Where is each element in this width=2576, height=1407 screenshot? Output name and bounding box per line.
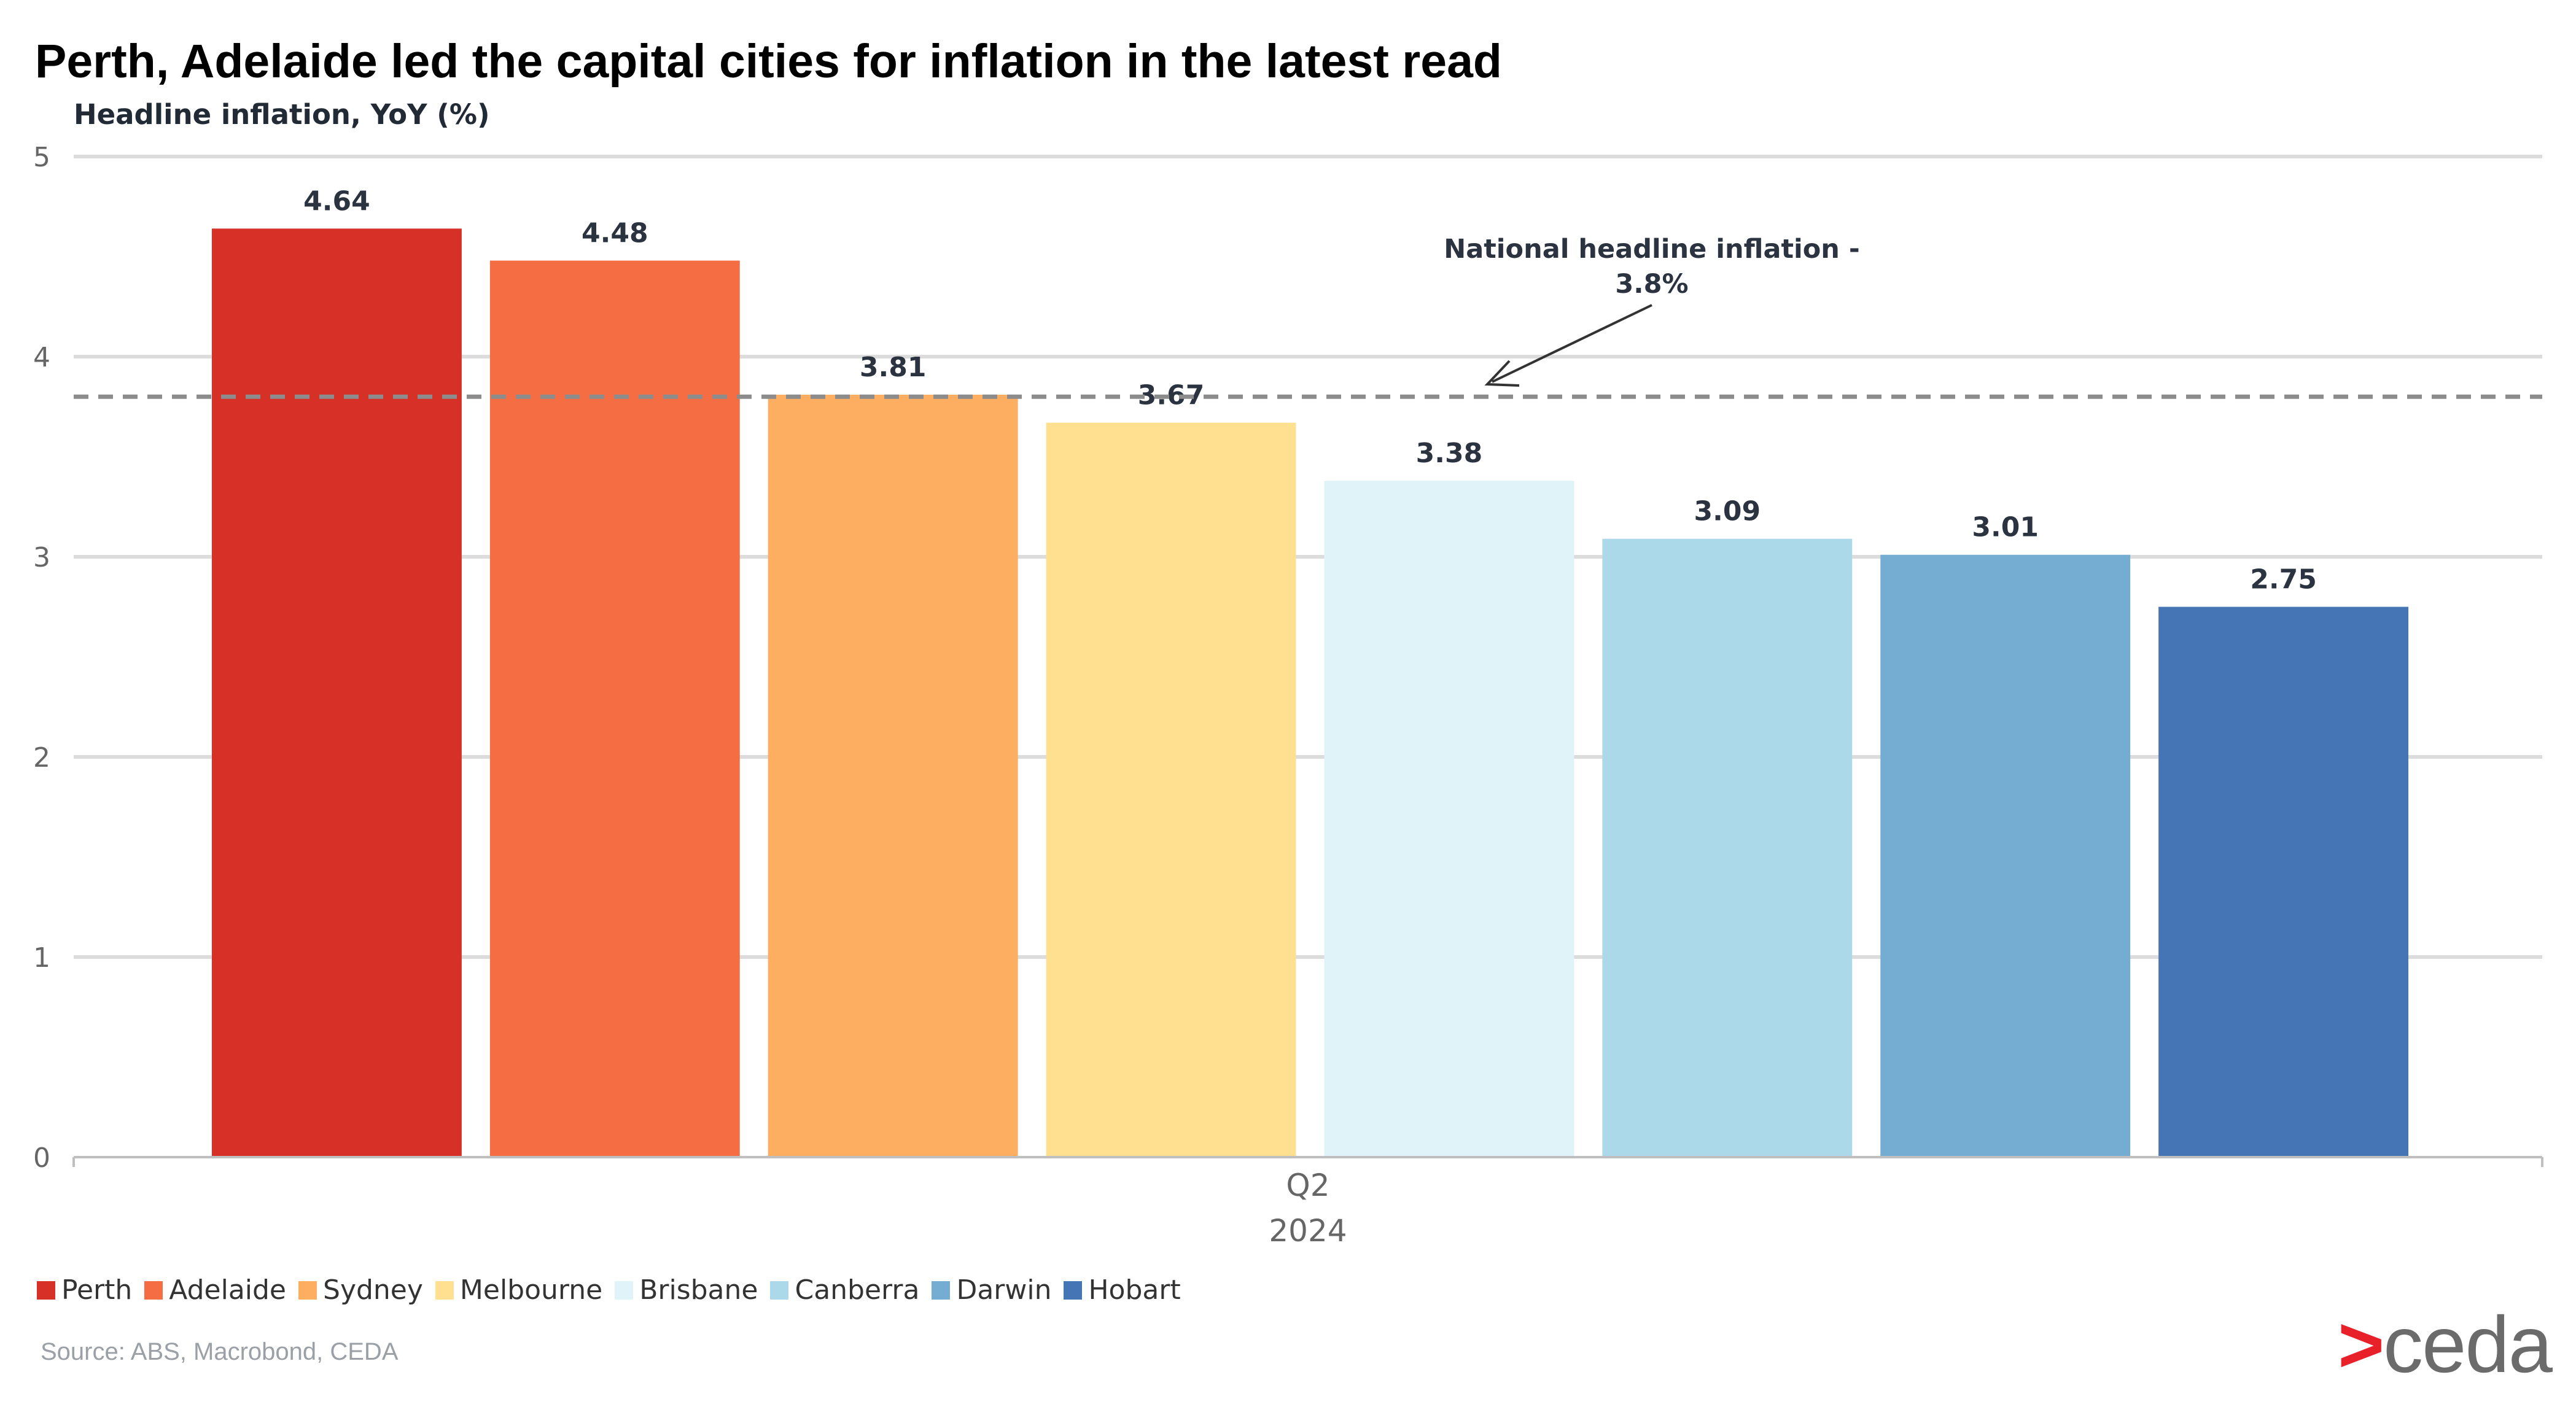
legend-swatch [770, 1281, 789, 1300]
legend-item-brisbane: Brisbane [615, 1274, 758, 1306]
bar-value-label: 3.38 [1416, 438, 1483, 469]
legend-item-adelaide: Adelaide [144, 1274, 286, 1306]
bar-melbourne [1046, 422, 1296, 1157]
y-tick-label: 0 [33, 1142, 50, 1174]
legend-label: Adelaide [169, 1274, 287, 1306]
bar-darwin [1880, 554, 2131, 1157]
bar-value-label: 4.48 [582, 218, 648, 249]
bar-hobart [2158, 607, 2408, 1157]
y-tick-label: 2 [33, 742, 50, 773]
source-note: Source: ABS, Macrobond, CEDA [41, 1338, 399, 1365]
legend-item-canberra: Canberra [770, 1274, 919, 1306]
y-tick-label: 5 [33, 142, 50, 173]
legend-item-melbourne: Melbourne [435, 1274, 602, 1306]
bar-perth [212, 228, 462, 1157]
legend-label: Canberra [795, 1274, 920, 1306]
chart-title: Perth, Adelaide led the capital cities f… [35, 35, 1502, 88]
logo-text: ceda [2383, 1300, 2553, 1389]
x-tick-label-quarter: Q2 [1286, 1168, 1329, 1203]
legend-label: Perth [61, 1274, 133, 1306]
bar-value-label: 3.67 [1138, 380, 1205, 411]
legend-label: Hobart [1088, 1274, 1181, 1306]
legend-label: Darwin [956, 1274, 1052, 1306]
legend-label: Brisbane [639, 1274, 758, 1306]
bars [212, 228, 2408, 1158]
y-tick-labels: 0 1 2 3 4 5 [33, 142, 50, 1174]
legend-swatch [1064, 1281, 1083, 1300]
bar-value-label: 3.81 [860, 352, 927, 383]
legend-item-darwin: Darwin [932, 1274, 1051, 1306]
bar-value-label: 4.64 [303, 185, 370, 217]
legend-label: Melbourne [459, 1274, 603, 1306]
bar-value-label: 2.75 [2250, 564, 2317, 595]
legend-swatch [615, 1281, 634, 1300]
legend-label: Sydney [323, 1274, 423, 1306]
bar-value-label: 3.09 [1694, 496, 1761, 527]
bar-brisbane [1324, 481, 1574, 1157]
bar-canberra [1602, 538, 1853, 1157]
bar-value-label: 3.01 [1972, 512, 2039, 543]
annotation-arrow-shaft [1492, 304, 1652, 383]
legend-swatch [932, 1281, 951, 1300]
legend: Perth Adelaide Sydney Melbourne Brisbane Canb… [37, 1274, 1193, 1306]
y-tick-label: 4 [33, 342, 50, 373]
legend-swatch [144, 1281, 163, 1300]
y-tick-label: 1 [33, 942, 50, 974]
x-tick-label-year: 2024 [1269, 1213, 1347, 1249]
annotation-arrow-head [1484, 360, 1520, 387]
ceda-logo: >ceda [2338, 1304, 2553, 1384]
legend-item-perth: Perth [37, 1274, 132, 1306]
legend-swatch [435, 1281, 454, 1300]
legend-swatch [298, 1281, 317, 1300]
bar-adelaide [489, 260, 740, 1157]
bar-sydney [768, 394, 1018, 1158]
reference-annotation-line2: 3.8% [1615, 269, 1688, 300]
bar-value-labels: 4.64 4.48 3.81 3.67 3.38 3.09 3.01 2.75 [303, 185, 2317, 595]
reference-annotation-line1: National headline inflation - [1444, 234, 1859, 265]
y-axis-label: Headline inflation, YoY (%) [74, 98, 490, 131]
legend-item-hobart: Hobart [1064, 1274, 1181, 1306]
y-tick-label: 3 [33, 542, 50, 573]
reference-line-group: National headline inflation - 3.8% [74, 234, 2542, 399]
x-axis: Q2 2024 [72, 1156, 2543, 1249]
logo-arrow-mark: > [2338, 1300, 2384, 1389]
legend-swatch [37, 1281, 55, 1300]
legend-item-sydney: Sydney [298, 1274, 423, 1306]
